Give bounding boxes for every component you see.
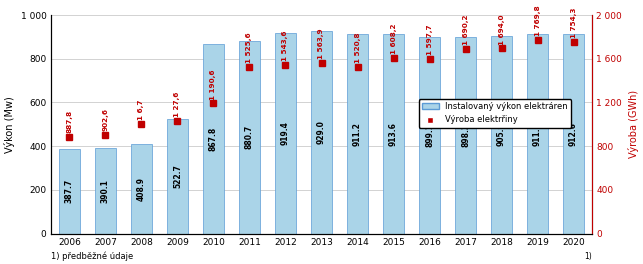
Text: 887,8: 887,8 bbox=[66, 110, 73, 133]
Text: 408.9: 408.9 bbox=[137, 177, 146, 201]
Bar bbox=[527, 35, 548, 234]
Y-axis label: Výkon (Mw): Výkon (Mw) bbox=[4, 96, 15, 153]
Text: 867.8: 867.8 bbox=[209, 127, 218, 151]
Bar bbox=[167, 119, 188, 234]
Text: 522.7: 522.7 bbox=[173, 164, 182, 188]
Text: 899.1: 899.1 bbox=[425, 123, 434, 147]
Bar bbox=[563, 34, 584, 234]
Bar bbox=[455, 37, 476, 234]
Text: 919.4: 919.4 bbox=[281, 121, 290, 145]
Text: 1 769,8: 1 769,8 bbox=[534, 6, 541, 36]
Text: 911.2: 911.2 bbox=[353, 122, 362, 146]
Text: 1 27,6: 1 27,6 bbox=[174, 92, 181, 117]
Text: 902,6: 902,6 bbox=[102, 108, 109, 131]
Text: 1 543,6: 1 543,6 bbox=[282, 30, 289, 61]
Bar bbox=[275, 33, 296, 234]
Text: 913.6: 913.6 bbox=[389, 122, 398, 146]
Text: 898.3: 898.3 bbox=[461, 123, 470, 148]
Bar bbox=[95, 148, 116, 234]
Text: 1 190,6: 1 190,6 bbox=[210, 69, 217, 100]
Text: 880.7: 880.7 bbox=[245, 125, 254, 149]
Text: 1 608,2: 1 608,2 bbox=[390, 23, 397, 54]
Bar bbox=[347, 35, 368, 234]
Y-axis label: Výroba (GWh): Výroba (GWh) bbox=[628, 90, 639, 158]
Text: 905.9: 905.9 bbox=[497, 123, 506, 147]
Bar bbox=[239, 41, 260, 234]
Text: 1) předběžné údaje: 1) předběžné údaje bbox=[51, 252, 134, 261]
Bar bbox=[419, 37, 440, 234]
Bar bbox=[59, 149, 80, 234]
Bar bbox=[383, 34, 404, 234]
Text: 1 597,7: 1 597,7 bbox=[426, 25, 433, 55]
Text: 929.0: 929.0 bbox=[317, 120, 326, 144]
Text: 1 6,7: 1 6,7 bbox=[138, 99, 145, 120]
Bar bbox=[131, 144, 152, 234]
Legend: Instalovaný výkon elektráren, Výroba elektrřiny: Instalovaný výkon elektráren, Výroba ele… bbox=[419, 99, 571, 128]
Text: 911.1: 911.1 bbox=[533, 122, 542, 146]
Bar bbox=[203, 44, 224, 234]
Bar bbox=[491, 36, 512, 234]
Text: 390.1: 390.1 bbox=[101, 179, 110, 203]
Bar bbox=[311, 31, 332, 234]
Text: 1 694,0: 1 694,0 bbox=[498, 14, 505, 45]
Text: 1 520,8: 1 520,8 bbox=[354, 33, 361, 63]
Text: 1 754,3: 1 754,3 bbox=[570, 8, 577, 38]
Text: 1 690,2: 1 690,2 bbox=[462, 15, 469, 45]
Text: 387.7: 387.7 bbox=[65, 179, 74, 203]
Text: 1 525,6: 1 525,6 bbox=[246, 32, 253, 63]
Text: 912.6: 912.6 bbox=[569, 122, 578, 146]
Text: 1 563,9: 1 563,9 bbox=[318, 28, 325, 59]
Text: 1): 1) bbox=[584, 252, 592, 261]
